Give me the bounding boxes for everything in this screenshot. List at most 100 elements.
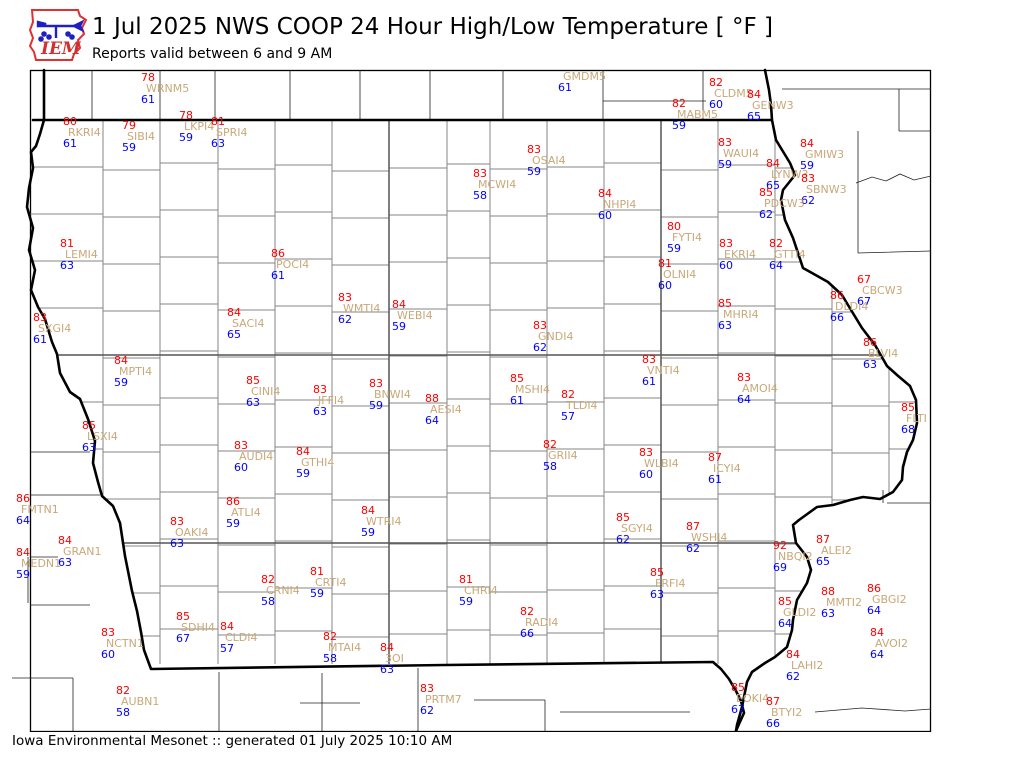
station-report: 80 RKRI4 61: [63, 116, 101, 149]
station-report: 84 NHPI4 60: [598, 188, 636, 221]
station-report: 85 LSXI4 63: [82, 420, 118, 453]
station-high-temp: 83: [639, 446, 653, 459]
station-low-temp: 64: [769, 259, 783, 272]
station-report: 85 SGYI4 62: [616, 512, 653, 545]
station-id: GMDM5: [563, 70, 606, 83]
station-id: WMTI4: [343, 302, 381, 315]
station-low-temp: 63: [58, 556, 72, 569]
station-low-temp: 59: [226, 517, 240, 530]
station-high-temp: 85: [650, 566, 664, 579]
weather-vane-icon: [36, 19, 85, 42]
station-high-temp: 85: [176, 610, 190, 623]
station-high-temp: 84: [58, 534, 72, 547]
station-low-temp: 58: [323, 652, 337, 665]
station-report: 86 DLDI4 66: [830, 290, 868, 323]
station-low-temp: 59: [179, 131, 193, 144]
station-high-temp: 84: [220, 620, 234, 633]
station-high-temp: 82: [709, 76, 723, 89]
station-low-temp: 62: [786, 670, 800, 683]
station-id: LAHI2: [791, 659, 824, 672]
station-low-temp: 59: [392, 320, 406, 333]
station-id: MPTI4: [119, 365, 153, 378]
station-high-temp: 87: [686, 520, 700, 533]
station-low-temp: 61: [708, 473, 722, 486]
station-high-temp: 85: [731, 681, 745, 694]
station-high-temp: 85: [901, 401, 915, 414]
station-high-temp: 88: [821, 585, 835, 598]
station-id: FYTI4: [672, 231, 703, 244]
station-high-temp: 83: [642, 353, 656, 366]
station-id: TLDI4: [566, 399, 598, 412]
station-low-temp: 60: [101, 648, 115, 661]
station-report: 85 SDHI4 67: [176, 611, 215, 644]
station-id: WLBI4: [644, 457, 679, 470]
station-id: MEDN1: [21, 557, 62, 570]
station-id: WAUI4: [723, 147, 760, 160]
station-high-temp: 85: [510, 372, 524, 385]
station-report: 82 CLDM5 60: [709, 77, 753, 110]
station-high-temp: 83: [527, 143, 541, 156]
station-low-temp: 60: [598, 209, 612, 222]
station-high-temp: 82: [520, 605, 534, 618]
station-low-temp: 64: [737, 393, 751, 406]
station-low-temp: 65: [227, 328, 241, 341]
station-id: CRTI4: [315, 576, 347, 589]
station-low-temp: 59: [296, 467, 310, 480]
station-high-temp: 85: [778, 595, 792, 608]
station-high-temp: 83: [369, 377, 383, 390]
station-id: OAKI4: [175, 526, 209, 539]
station-low-temp: 63: [313, 405, 327, 418]
station-id: MCWI4: [478, 178, 517, 191]
station-high-temp: 87: [766, 695, 780, 708]
station-report: 79 SIBI4 59: [122, 120, 155, 153]
station-id: CHRI4: [464, 584, 498, 597]
station-high-temp: 80: [63, 115, 77, 128]
station-report: 83 JFFI4 63: [313, 384, 344, 417]
iowa-map: 78 WRNM5 61 GMDM5 61 82 CLDM5 60 82 MABM5 59 84 GEN…: [12, 68, 932, 732]
station-report: 85 GLDI2 64: [778, 596, 816, 629]
station-low-temp: 64: [778, 617, 792, 630]
station-id: ATLI4: [231, 506, 261, 519]
station-id: CLDI4: [225, 631, 258, 644]
station-report: 83 MCWI4 58: [473, 168, 516, 201]
station-low-temp: 60: [658, 279, 672, 292]
page-subtitle: Reports valid between 6 and 9 AM: [92, 46, 333, 62]
station-id: AUDI4: [239, 450, 274, 463]
station-id: GTTI4: [774, 248, 806, 261]
station-report: 84 MEDN1 59: [16, 547, 61, 580]
station-low-temp: 63: [380, 663, 394, 676]
station-high-temp: 86: [271, 247, 285, 260]
station-high-temp: 84: [380, 641, 394, 654]
station-report: 85 FRFI4 63: [650, 567, 686, 600]
station-id: WSHI4: [691, 531, 728, 544]
station-id: BLVI4: [868, 347, 899, 360]
station-high-temp: 84: [227, 306, 241, 319]
station-low-temp: 66: [830, 311, 844, 324]
station-high-temp: 85: [82, 419, 96, 432]
station-id: WTRI4: [366, 515, 402, 528]
station-id: FLTI: [906, 412, 927, 425]
station-high-temp: 83: [533, 319, 547, 332]
station-low-temp: 63: [863, 358, 877, 371]
station-low-temp: 62: [420, 704, 434, 717]
station-report: 83 GNDI4 62: [533, 320, 573, 353]
station-low-temp: 61: [63, 137, 77, 150]
station-high-temp: 86: [830, 289, 844, 302]
station-report: 84 GTHI4 59: [296, 446, 334, 479]
footer-credit: Iowa Environmental Mesonet :: generated …: [12, 733, 453, 749]
station-low-temp: 61: [510, 394, 524, 407]
station-id: SPRI4: [216, 126, 248, 139]
station-low-temp: 61: [33, 333, 47, 346]
station-high-temp: 84: [16, 546, 30, 559]
station-high-temp: 87: [708, 451, 722, 464]
station-high-temp: 84: [296, 445, 310, 458]
map-canvas: [12, 68, 932, 732]
station-high-temp: 84: [870, 626, 884, 639]
station-report: 84 WTRI4 59: [361, 505, 401, 538]
station-high-temp: 81: [60, 237, 74, 250]
station-id: MSHI4: [515, 383, 550, 396]
station-id: ICYI4: [713, 462, 741, 475]
station-report: 84 GRAN1 63: [58, 535, 101, 568]
station-report: 85 EOKI4 67: [731, 682, 769, 715]
station-id: WEBI4: [397, 309, 433, 322]
